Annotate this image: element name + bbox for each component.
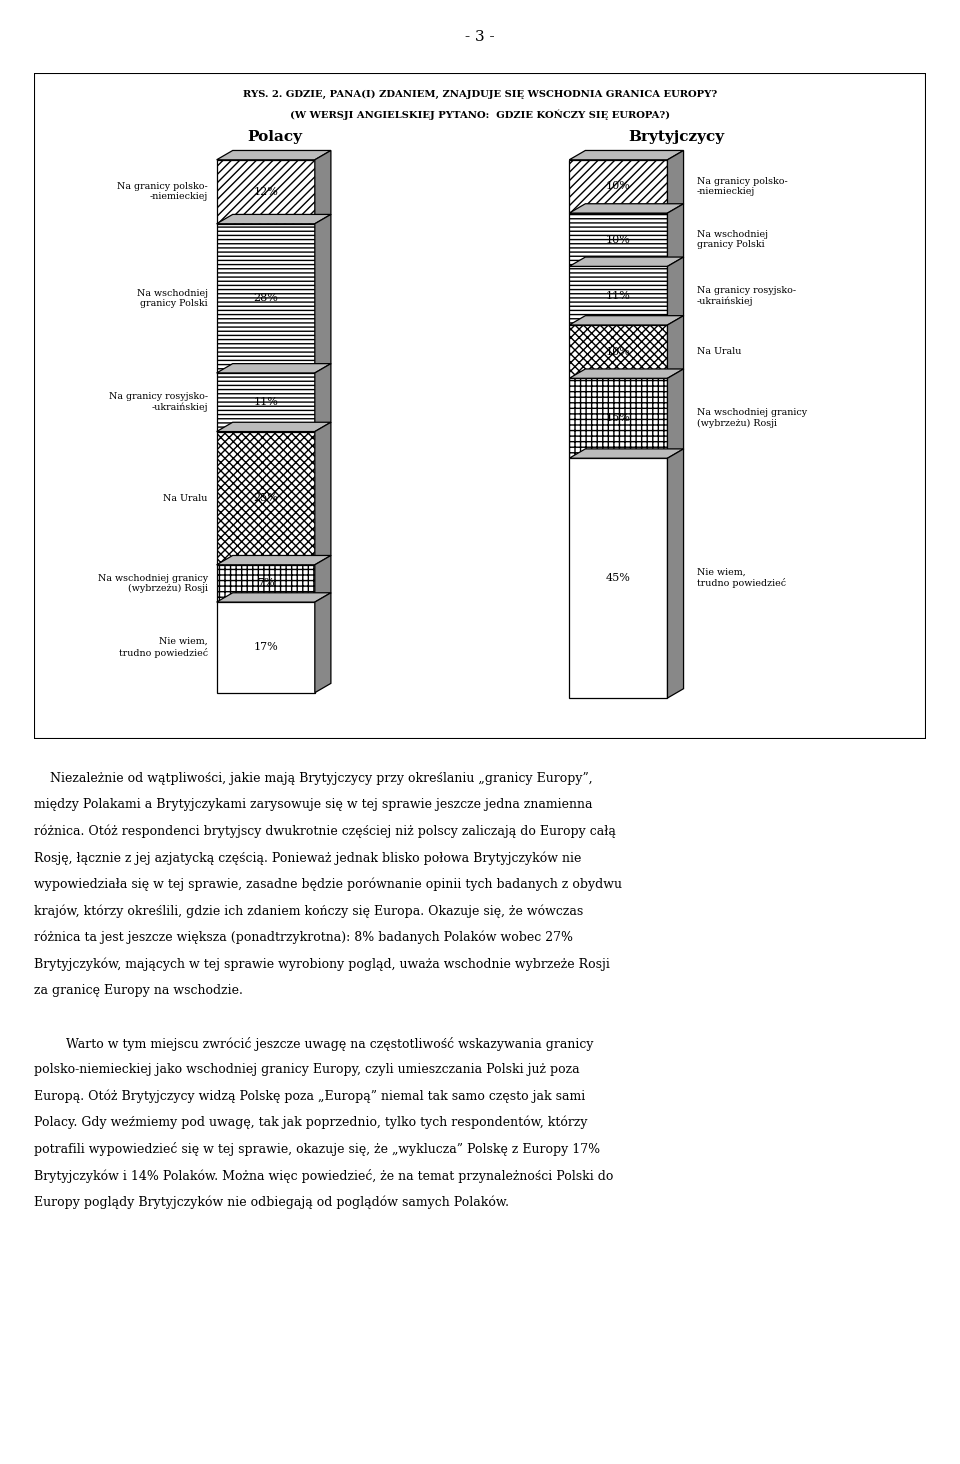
Polygon shape	[217, 151, 331, 160]
Text: 10%: 10%	[606, 347, 631, 357]
Text: Na wschodniej
granicy Polski: Na wschodniej granicy Polski	[697, 230, 768, 249]
Text: Na granicy rosyjsko-
-ukraińskiej: Na granicy rosyjsko- -ukraińskiej	[108, 392, 207, 413]
Text: Na wschodniej granicy
(wybrzeżu) Rosji: Na wschodniej granicy (wybrzeżu) Rosji	[697, 408, 807, 427]
Text: wypowiedziała się w tej sprawie, zasadne będzie porównanie opinii tych badanych : wypowiedziała się w tej sprawie, zasadne…	[34, 877, 622, 892]
Text: - 3 -: - 3 -	[466, 29, 494, 44]
Bar	[217, 373, 315, 432]
Polygon shape	[569, 316, 684, 325]
Text: 11%: 11%	[253, 397, 278, 407]
Text: Europy poglądy Brytyjczyków nie odbiegają od poglądów samych Polaków.: Europy poglądy Brytyjczyków nie odbiegaj…	[34, 1196, 509, 1209]
Polygon shape	[217, 214, 331, 224]
Text: Na wschodniej
granicy Polski: Na wschodniej granicy Polski	[136, 288, 207, 307]
Polygon shape	[315, 363, 331, 432]
Polygon shape	[217, 555, 331, 565]
Text: za granicę Europy na wschodzie.: za granicę Europy na wschodzie.	[34, 984, 243, 997]
Bar	[569, 378, 667, 458]
Bar	[569, 214, 667, 266]
Text: 25%: 25%	[253, 493, 278, 504]
Text: Na granicy rosyjsko-
-ukraińskiej: Na granicy rosyjsko- -ukraińskiej	[697, 285, 796, 306]
Text: Na wschodniej granicy
(wybrzeżu) Rosji: Na wschodniej granicy (wybrzeżu) Rosji	[98, 574, 207, 593]
Text: 15%: 15%	[606, 413, 631, 423]
Text: polsko-niemieckiej jako wschodniej granicy Europy, czyli umieszczania Polski już: polsko-niemieckiej jako wschodniej grani…	[34, 1063, 579, 1076]
Bar	[569, 160, 667, 214]
Polygon shape	[569, 449, 684, 458]
Polygon shape	[315, 593, 331, 692]
Text: Polacy. Gdy weźmiemy pod uwagę, tak jak poprzednio, tylko tych respondentów, któ: Polacy. Gdy weźmiemy pod uwagę, tak jak …	[34, 1116, 588, 1130]
Bar	[217, 602, 315, 692]
Bar	[569, 458, 667, 698]
Text: Na granicy polsko-
-niemieckiej: Na granicy polsko- -niemieckiej	[117, 182, 207, 202]
Polygon shape	[569, 258, 684, 266]
Text: 7%: 7%	[257, 578, 275, 589]
Polygon shape	[569, 369, 684, 378]
Text: Rosję, łącznie z jej azjatycką częścią. Ponieważ jednak blisko połowa Brytyjczyk: Rosję, łącznie z jej azjatycką częścią. …	[34, 851, 581, 865]
Text: Na Uralu: Na Uralu	[163, 493, 207, 502]
Bar	[217, 224, 315, 373]
Text: 17%: 17%	[253, 643, 278, 653]
Text: różnica. Otóż respondenci brytyjscy dwukrotnie częściej niż polscy zaliczają do : różnica. Otóż respondenci brytyjscy dwuk…	[34, 824, 615, 837]
Text: Polacy: Polacy	[247, 130, 302, 143]
Text: Brytyjczyków, mających w tej sprawie wyrobiony pogląd, uważa wschodnie wybrzeże : Brytyjczyków, mających w tej sprawie wyr…	[34, 957, 610, 971]
Text: Europą. Otóż Brytyjczycy widzą Polskę poza „Europą” niemal tak samo często jak s: Europą. Otóż Brytyjczycy widzą Polskę po…	[34, 1089, 585, 1102]
Polygon shape	[217, 593, 331, 602]
Polygon shape	[315, 555, 331, 602]
Polygon shape	[667, 449, 684, 698]
Text: Niezależnie od wątpliwości, jakie mają Brytyjczycy przy określaniu „granicy Euro: Niezależnie od wątpliwości, jakie mają B…	[34, 772, 592, 785]
Bar	[569, 325, 667, 378]
Polygon shape	[667, 369, 684, 458]
Text: 45%: 45%	[606, 572, 631, 583]
Text: Warto w tym miejscu zwrócić jeszcze uwagę na częstotliwość wskazywania granicy: Warto w tym miejscu zwrócić jeszcze uwag…	[34, 1037, 593, 1051]
Bar	[217, 160, 315, 224]
Polygon shape	[569, 151, 684, 160]
Text: 10%: 10%	[606, 234, 631, 244]
Polygon shape	[315, 151, 331, 224]
Text: 28%: 28%	[253, 293, 278, 303]
Text: Brytyjczycy: Brytyjczycy	[629, 130, 725, 143]
Text: między Polakami a Brytyjczykami zarysowuje się w tej sprawie jeszcze jedna znami: między Polakami a Brytyjczykami zarysowu…	[34, 798, 592, 811]
Polygon shape	[667, 203, 684, 266]
Text: 12%: 12%	[253, 187, 278, 196]
Text: krajów, którzy określili, gdzie ich zdaniem kończy się Europa. Okazuje się, że w: krajów, którzy określili, gdzie ich zdan…	[34, 905, 583, 918]
Text: Nie wiem,
trudno powiedzieć: Nie wiem, trudno powiedzieć	[697, 568, 786, 589]
Text: Na Uralu: Na Uralu	[697, 347, 741, 356]
Polygon shape	[667, 151, 684, 214]
Bar	[217, 565, 315, 602]
Text: Na granicy polsko-
-niemieckiej: Na granicy polsko- -niemieckiej	[697, 177, 788, 196]
Text: różnica ta jest jeszcze większa (ponadtrzykrotna): 8% badanych Polaków wobec 27%: różnica ta jest jeszcze większa (ponadtr…	[34, 931, 572, 944]
Polygon shape	[667, 316, 684, 378]
Bar	[569, 266, 667, 325]
Text: 11%: 11%	[606, 291, 631, 300]
Polygon shape	[667, 258, 684, 325]
Polygon shape	[217, 422, 331, 432]
Text: Nie wiem,
trudno powiedzieć: Nie wiem, trudno powiedzieć	[119, 637, 207, 657]
Text: (W WERSJI ANGIELSKIEJ PYTANO:  GDZIE KOŃCZY SIĘ EUROPA?): (W WERSJI ANGIELSKIEJ PYTANO: GDZIE KOŃC…	[290, 110, 670, 120]
Polygon shape	[315, 422, 331, 565]
Text: 10%: 10%	[606, 182, 631, 192]
Polygon shape	[315, 214, 331, 373]
Text: Brytyjczyków i 14% Polaków. Można więc powiedzieć, że na temat przynależności Po: Brytyjczyków i 14% Polaków. Można więc p…	[34, 1168, 613, 1183]
Polygon shape	[569, 203, 684, 214]
Bar	[217, 432, 315, 565]
Polygon shape	[217, 363, 331, 373]
Text: RYS. 2. GDZIE, PANA(I) ZDANIEM, ZNAJDUJE SIĘ WSCHODNIA GRANICA EUROPY?: RYS. 2. GDZIE, PANA(I) ZDANIEM, ZNAJDUJE…	[243, 89, 717, 100]
Text: potrafili wypowiedzieć się w tej sprawie, okazuje się, że „wyklucza” Polskę z Eu: potrafili wypowiedzieć się w tej sprawie…	[34, 1142, 600, 1157]
